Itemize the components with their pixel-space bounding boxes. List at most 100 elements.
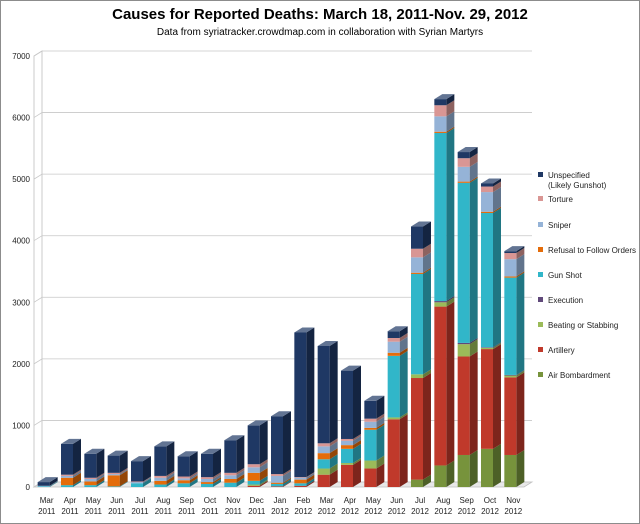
bar-side xyxy=(119,469,128,476)
bar-side xyxy=(329,454,338,469)
bar-segment xyxy=(107,470,128,487)
bar-segment xyxy=(131,478,151,487)
bar-front xyxy=(294,477,307,478)
bar-side xyxy=(213,448,221,478)
bar-segment xyxy=(224,470,245,479)
bar-side xyxy=(423,221,431,249)
bar-top xyxy=(271,411,291,417)
bar-side xyxy=(189,451,198,477)
legend-swatch xyxy=(538,372,543,377)
bar-front xyxy=(481,211,493,214)
bar-segment xyxy=(154,472,175,481)
bar-segment xyxy=(457,449,478,487)
bar-side xyxy=(493,342,501,348)
x-tick-year: 2011 xyxy=(85,507,103,516)
bar-side xyxy=(73,470,81,478)
bar-segment xyxy=(131,476,151,483)
bar-side xyxy=(423,252,431,273)
bar-segment xyxy=(247,462,268,473)
bar-front xyxy=(177,480,190,484)
bar-segment xyxy=(271,469,291,476)
bar-segment xyxy=(481,443,501,487)
bar-segment xyxy=(294,472,315,480)
bar-side xyxy=(49,481,58,487)
legend-label: Execution xyxy=(548,296,583,305)
bar-front xyxy=(481,183,493,187)
bar-side xyxy=(353,365,361,439)
bar-side xyxy=(213,478,221,487)
bar-side xyxy=(329,341,338,444)
bar-front xyxy=(224,475,237,479)
bar-segment xyxy=(177,451,198,477)
bar-front xyxy=(504,276,517,278)
bar-side xyxy=(236,467,245,476)
bar-front xyxy=(387,337,400,342)
bar-segment xyxy=(457,177,478,343)
bar-segment xyxy=(411,369,431,379)
bar-segment xyxy=(387,350,408,418)
bar-side xyxy=(469,177,478,343)
bar-front xyxy=(177,483,190,487)
legend-label: Beating or Stabbing xyxy=(548,321,618,330)
bar-front xyxy=(61,477,73,486)
x-tick-year: 2012 xyxy=(434,507,452,516)
bar-side xyxy=(376,413,385,422)
bar-front xyxy=(294,479,307,484)
bar-front xyxy=(504,253,517,260)
bar-front xyxy=(247,472,260,481)
bar-top xyxy=(481,178,501,184)
bar-side xyxy=(73,438,81,475)
bar-top xyxy=(201,448,221,454)
bar-segment xyxy=(481,178,501,187)
bar-side xyxy=(516,271,525,278)
bar-front xyxy=(317,468,330,475)
bar-segment xyxy=(387,414,408,487)
bar-front xyxy=(387,417,400,420)
bar-front xyxy=(37,482,50,486)
bar-segment xyxy=(61,480,81,487)
bar-side xyxy=(516,248,525,260)
x-tick-month: Apr xyxy=(64,496,77,505)
bar-segment xyxy=(107,481,128,487)
legend-label: Artillery xyxy=(548,346,575,355)
bar-segment xyxy=(84,480,105,487)
bar-side xyxy=(96,480,105,487)
bar-segment xyxy=(341,443,361,463)
bar-top xyxy=(364,395,385,401)
bar-segment xyxy=(224,473,245,483)
bar-front xyxy=(84,485,97,487)
bar-side xyxy=(213,473,221,483)
bar-front xyxy=(317,443,330,447)
bar-segment xyxy=(201,477,221,484)
bar-front xyxy=(201,453,213,478)
bar-front xyxy=(37,486,50,487)
x-tick-year: 2012 xyxy=(458,507,476,516)
bar-front xyxy=(341,440,353,446)
bar-front xyxy=(481,448,493,487)
bar-front xyxy=(504,251,517,254)
bar-side xyxy=(399,336,408,353)
bar-side xyxy=(376,422,385,430)
bar-front xyxy=(364,460,377,469)
bar-top xyxy=(317,341,338,347)
bar-segment xyxy=(434,127,455,302)
bar-side xyxy=(259,480,268,487)
bar-side xyxy=(399,326,408,338)
bar-front xyxy=(411,257,423,273)
bar-front xyxy=(107,455,120,473)
legend-swatch xyxy=(538,196,543,201)
bar-segment xyxy=(84,476,105,486)
bar-front xyxy=(271,482,283,484)
bar-segment xyxy=(341,459,361,487)
bar-side xyxy=(493,178,501,187)
bar-segment xyxy=(317,469,338,487)
bar-front xyxy=(84,477,97,479)
bar-side xyxy=(259,420,268,465)
bar-side xyxy=(143,478,151,487)
bar-top xyxy=(37,477,58,483)
x-tick-month: Aug xyxy=(156,496,170,505)
bar-side xyxy=(376,463,385,487)
x-tick-month: Jul xyxy=(135,496,145,505)
bar-front xyxy=(504,454,517,487)
